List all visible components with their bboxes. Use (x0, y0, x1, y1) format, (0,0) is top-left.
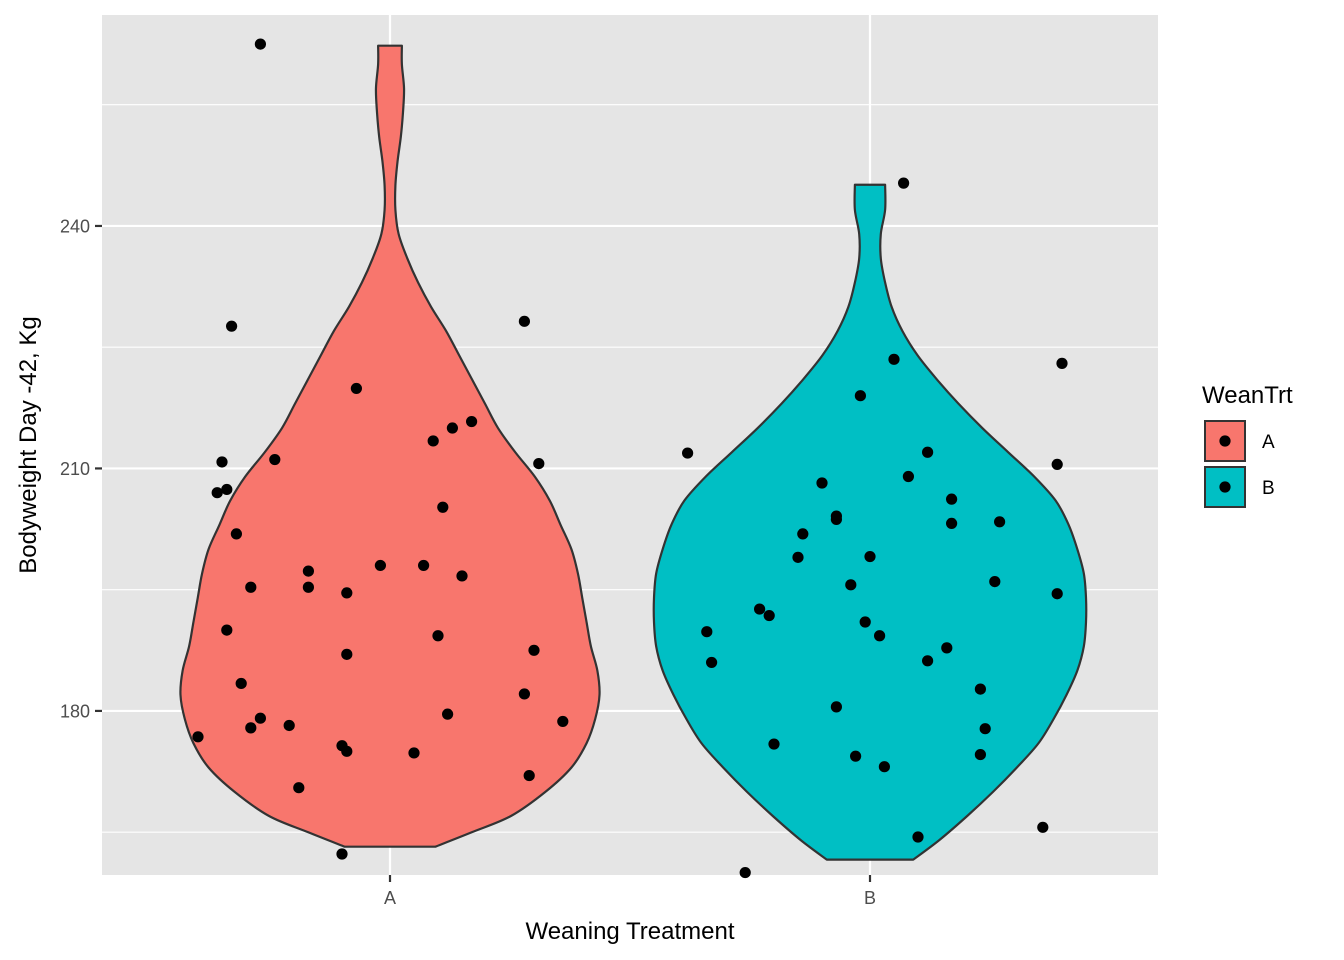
jittered-points (192, 38, 1068, 879)
data-point-a (437, 501, 449, 513)
data-point-b (946, 517, 958, 530)
data-point-a (235, 677, 247, 690)
data-point-a (418, 559, 430, 572)
data-point-b (682, 447, 694, 459)
data-point-a (269, 453, 281, 466)
data-point-b (922, 446, 934, 458)
data-point-a (302, 565, 314, 577)
data-point-a (211, 487, 223, 499)
data-point-b (1051, 458, 1063, 470)
data-point-a (408, 747, 420, 759)
data-point-b (859, 616, 871, 628)
legend-key-swatch (1204, 466, 1246, 508)
x-tick-label: A (384, 888, 396, 908)
data-point-b (854, 390, 867, 402)
data-point-b (754, 603, 766, 615)
data-point-b (902, 470, 915, 483)
data-point-b (845, 579, 857, 591)
data-point-a (245, 581, 257, 593)
legend-label: B (1262, 478, 1275, 499)
data-point-b (888, 353, 900, 365)
data-point-b (941, 642, 953, 654)
data-point-b (706, 656, 718, 669)
data-point-a (518, 688, 531, 700)
data-point-b (898, 177, 910, 189)
data-point-b (994, 516, 1006, 528)
data-point-b (1051, 588, 1063, 600)
data-point-b (922, 655, 934, 667)
data-point-b (874, 630, 886, 642)
legend-keys: AB (1204, 420, 1275, 508)
data-point-a (221, 483, 233, 496)
y-axis-title: Bodyweight Day -42, Kg (15, 316, 42, 573)
data-point-a (341, 648, 353, 660)
data-point-a (226, 320, 238, 332)
data-point-b (878, 761, 891, 773)
legend-key-point (1219, 435, 1231, 447)
data-point-a (283, 719, 295, 732)
data-point-a (336, 848, 348, 860)
data-point-b (989, 576, 1001, 588)
x-tick-label: B (864, 888, 876, 908)
data-point-b (701, 626, 713, 638)
data-point-a (523, 769, 535, 782)
legend-title: WeanTrt (1202, 382, 1293, 409)
data-point-b (864, 550, 876, 563)
data-point-a (254, 712, 266, 724)
data-point-b (768, 738, 780, 750)
data-point-a (427, 435, 439, 447)
data-point-a (350, 382, 362, 395)
data-point-a (442, 708, 454, 720)
data-point-a (456, 570, 468, 582)
data-point-b (946, 493, 958, 505)
data-point-b (830, 701, 843, 713)
data-point-a (216, 456, 228, 468)
data-point-a (192, 731, 204, 743)
data-point-b (797, 528, 809, 540)
data-point-b (763, 609, 775, 622)
data-point-a (557, 715, 569, 728)
x-axis-title: Weaning Treatment (525, 918, 734, 945)
data-point-a (341, 745, 353, 757)
y-tick-label: 240 (60, 216, 90, 236)
data-point-a (302, 581, 314, 593)
data-point-a (341, 587, 353, 599)
data-point-b (912, 831, 924, 843)
data-point-a (254, 38, 266, 50)
y-axis: 180 210 240 (60, 216, 102, 721)
data-point-b (1037, 821, 1049, 833)
violin-a (179, 44, 601, 848)
data-point-a (466, 415, 478, 428)
legend-label: A (1262, 432, 1275, 453)
data-point-a (518, 315, 531, 327)
data-point-b (792, 551, 804, 563)
data-point-a (446, 422, 458, 434)
data-point-a (245, 722, 257, 734)
y-tick-label: 180 (60, 701, 90, 721)
data-point-b (850, 750, 862, 762)
data-point-a (230, 528, 242, 540)
data-point-a (293, 782, 305, 794)
legend: WeanTrt AB (1202, 382, 1293, 508)
data-point-b (816, 477, 828, 489)
y-tick-label: 210 (60, 459, 90, 479)
data-point-a (533, 457, 545, 470)
data-point-a (528, 644, 540, 656)
data-point-b (1056, 357, 1068, 369)
data-point-a (374, 559, 386, 572)
data-point-b (739, 866, 751, 879)
data-point-b (979, 723, 991, 735)
data-point-b (974, 748, 987, 761)
legend-key-point (1219, 481, 1231, 493)
data-point-a (221, 624, 233, 636)
data-point-b (830, 510, 843, 522)
data-point-a (432, 630, 444, 642)
data-point-b (974, 683, 987, 695)
